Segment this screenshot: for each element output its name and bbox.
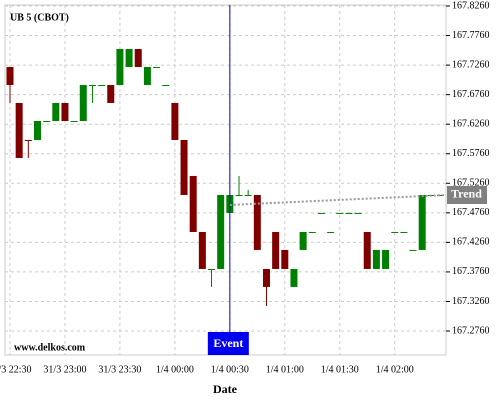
candle-body [372,249,380,269]
candle-body [116,49,124,86]
candle-body [336,212,344,214]
x-axis-label: Date [213,382,238,396]
y-tick-label: 167.7260 [452,59,490,70]
candle-body [208,268,216,270]
candle-body [308,231,316,233]
candle-body [52,102,60,121]
watermark: www.delkos.com [14,342,86,353]
candle-body [437,194,445,196]
y-tick-label: 167.3260 [452,296,490,307]
candle-body [217,194,225,269]
candle-body [125,49,133,67]
candle-body [70,120,78,122]
y-tick-label: 167.6760 [452,89,490,100]
candle-body [253,194,261,250]
chart-title: UB 5 (CBOT) [10,12,69,23]
y-tick-label: 167.6260 [452,118,490,129]
candle-body [98,85,106,87]
candle-body [400,231,408,233]
candle-body [43,120,51,122]
candle-body [24,139,32,141]
y-tick-label: 167.5760 [452,148,490,159]
candle-body [391,231,399,233]
candle-body [327,231,335,233]
y-tick-label: 167.7760 [452,30,490,41]
candle-body [180,139,188,195]
candle-body [382,249,390,269]
candle-body [15,102,23,158]
candle-body [6,66,14,86]
candle-body [162,85,170,87]
x-tick-label: 1/4 01:30 [321,364,359,375]
plot-area [4,4,447,356]
candle-body [363,231,371,269]
candle-body [143,66,151,86]
x-tick-label: 31/3 23:00 [43,364,86,375]
candle-body [409,249,417,251]
candle-body [61,102,69,121]
x-tick-label: 31/3 23:30 [98,364,141,375]
candle-body [299,231,307,250]
candle-body [79,85,87,121]
x-tick-label: 1/4 00:00 [156,364,194,375]
trend-label: Trend [451,187,482,201]
candle-body [262,268,270,287]
event-label: Event [213,336,243,350]
candle-body [317,212,325,214]
x-tick-label: 1/4 01:00 [266,364,304,375]
candle-body [33,120,41,140]
candle-body [281,249,289,269]
x-tick-label: 1/4 02:00 [376,364,414,375]
y-tick-label: 167.3760 [452,266,490,277]
trend-box [447,185,487,204]
event-box [207,332,249,355]
y-tick-label: 167.4260 [452,237,490,248]
y-tick-label: 167.4760 [452,207,490,218]
candle-body [354,212,362,214]
candle-body [88,85,96,87]
trend-line [229,193,447,206]
candle-body [134,49,142,67]
candle-body [418,194,426,250]
y-tick-label: 167.2760 [452,325,490,336]
candle-body [290,268,298,287]
candle-body [107,85,115,103]
y-tick-label: 167.5260 [452,178,490,189]
candle-body [272,231,280,269]
x-tick-label: 1/4 00:30 [211,364,249,375]
candle-body [244,194,252,196]
candle-body [171,102,179,140]
candle-body [153,66,161,68]
candle-body [189,175,197,232]
candle-body [235,194,243,196]
y-tick-label: 167.8260 [452,0,490,11]
candle-body [198,231,206,269]
x-tick-label: 31/3 22:30 [0,364,32,375]
candle-body [345,212,353,214]
